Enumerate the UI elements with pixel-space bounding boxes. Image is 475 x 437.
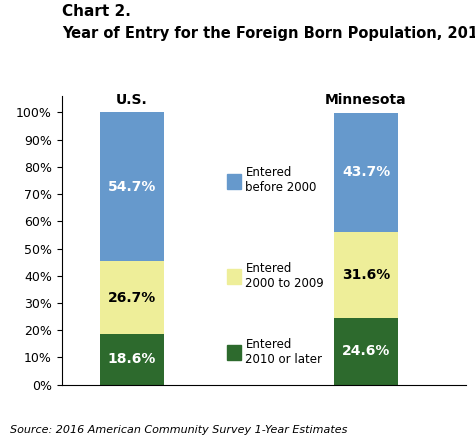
Bar (334, 113, 398, 232)
Bar (100, 112, 164, 261)
Bar (100, 334, 164, 385)
Text: Chart 2.: Chart 2. (62, 4, 131, 19)
Text: Entered
before 2000: Entered before 2000 (246, 166, 317, 194)
Text: Minnesota: Minnesota (325, 93, 407, 107)
Text: 24.6%: 24.6% (342, 344, 390, 358)
Text: 18.6%: 18.6% (108, 352, 156, 366)
Bar (228, 345, 241, 360)
Text: 54.7%: 54.7% (108, 180, 156, 194)
Bar (100, 261, 164, 334)
Text: U.S.: U.S. (116, 93, 148, 107)
Text: Year of Entry for the Foreign Born Population, 2016: Year of Entry for the Foreign Born Popul… (62, 26, 475, 41)
Bar (334, 232, 398, 318)
Text: 43.7%: 43.7% (342, 165, 390, 179)
Text: Entered
2000 to 2009: Entered 2000 to 2009 (246, 262, 324, 290)
Text: Entered
2010 or later: Entered 2010 or later (246, 338, 323, 366)
Text: 26.7%: 26.7% (108, 291, 156, 305)
Text: 31.6%: 31.6% (342, 267, 390, 281)
Bar (228, 173, 241, 189)
Text: Source: 2016 American Community Survey 1-Year Estimates: Source: 2016 American Community Survey 1… (10, 425, 347, 435)
Bar (334, 318, 398, 385)
Bar (228, 269, 241, 284)
